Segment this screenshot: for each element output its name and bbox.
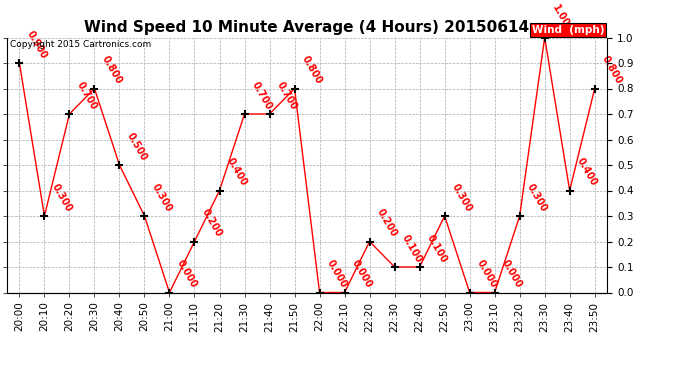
Text: 1.000: 1.000: [550, 3, 574, 35]
Text: Copyright 2015 Cartronics.com: Copyright 2015 Cartronics.com: [10, 40, 151, 49]
Text: 0.100: 0.100: [425, 232, 449, 264]
Text: 0.800: 0.800: [100, 54, 124, 86]
Text: 0.400: 0.400: [575, 156, 600, 188]
Text: 0.900: 0.900: [25, 28, 49, 60]
Title: Wind Speed 10 Minute Average (4 Hours) 20150614: Wind Speed 10 Minute Average (4 Hours) 2…: [84, 20, 530, 35]
Text: 0.700: 0.700: [275, 80, 299, 111]
Text: 0.700: 0.700: [250, 80, 274, 111]
Text: 0.300: 0.300: [50, 182, 74, 213]
Text: 0.500: 0.500: [125, 130, 149, 162]
Text: 0.200: 0.200: [200, 207, 224, 239]
Text: 0.700: 0.700: [75, 80, 99, 111]
Text: 0.000: 0.000: [475, 258, 500, 290]
Text: 0.800: 0.800: [300, 54, 324, 86]
Text: 0.100: 0.100: [400, 232, 424, 264]
Text: 0.000: 0.000: [350, 258, 374, 290]
Text: 0.400: 0.400: [225, 156, 249, 188]
Text: 0.800: 0.800: [600, 54, 624, 86]
Text: 0.300: 0.300: [525, 182, 549, 213]
Text: Wind  (mph): Wind (mph): [532, 25, 604, 35]
Text: 0.000: 0.000: [500, 258, 524, 290]
Text: 0.000: 0.000: [325, 258, 349, 290]
Text: 0.300: 0.300: [150, 182, 174, 213]
Text: 0.200: 0.200: [375, 207, 400, 239]
Text: 0.300: 0.300: [450, 182, 474, 213]
Text: 0.000: 0.000: [175, 258, 199, 290]
